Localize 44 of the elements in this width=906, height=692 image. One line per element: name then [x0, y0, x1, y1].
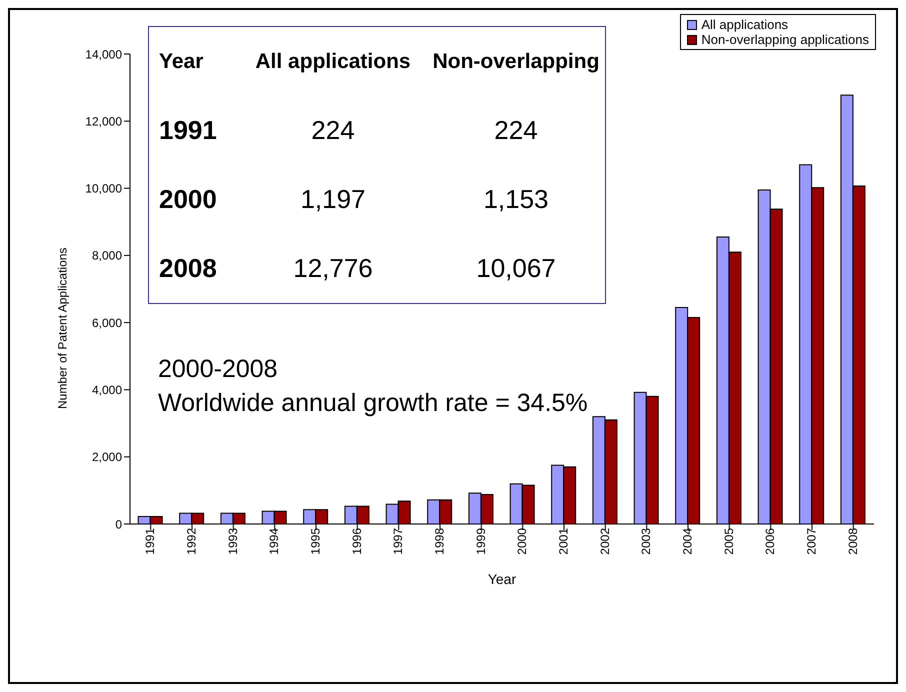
y-tick-label: 4,000 [92, 382, 122, 397]
x-tick-label: 1991 [143, 528, 158, 555]
x-tick-label: 2003 [639, 528, 654, 555]
y-tick-label: 12,000 [85, 114, 122, 128]
annotation: 10,067 [475, 253, 557, 284]
annotation: 224 [493, 115, 539, 146]
annotation: Year [158, 50, 204, 74]
x-tick-label: 2001 [556, 528, 571, 555]
y-tick-label: 10,000 [85, 182, 122, 196]
x-axis-title: Year [488, 571, 516, 587]
x-tick-label: 2004 [680, 528, 695, 555]
x-tick-label: 1996 [350, 528, 364, 555]
y-tick-label: 8,000 [92, 248, 122, 263]
y-axis-title: Number of Patent Applications [55, 248, 70, 409]
x-tick-label: 2005 [722, 528, 736, 555]
annotation: 12,776 [292, 253, 374, 284]
x-tick-label: 1993 [226, 528, 240, 555]
x-tick-label: 1994 [267, 528, 282, 555]
y-tick-label: 0 [115, 517, 122, 532]
y-tick-label: 2,000 [92, 450, 122, 464]
x-tick-label: 2000 [515, 528, 530, 555]
x-tick-label: 2008 [846, 528, 860, 555]
x-tick-label: 1998 [432, 528, 447, 555]
x-tick-label: 2002 [598, 528, 612, 555]
y-tick-label: 6,000 [92, 316, 122, 330]
y-tick-label: 14,000 [85, 47, 122, 62]
x-tick-label: 1997 [391, 528, 406, 555]
legend-label: All applications [701, 17, 788, 32]
x-tick-label: 1999 [474, 528, 488, 555]
annotation: 1991 [158, 115, 218, 146]
annotation: Worldwide annual growth rate = 34.5% [158, 388, 588, 419]
annotation: 1,153 [482, 184, 550, 215]
annotation: 2000 [158, 184, 218, 215]
x-tick-label: 1995 [308, 528, 323, 555]
annotation: 2008 [158, 253, 218, 284]
annotation: 1,197 [299, 184, 367, 215]
x-tick-label: 2007 [804, 528, 819, 555]
legend-label: Non-overlapping applications [701, 32, 869, 47]
x-tick-label: 2006 [763, 528, 778, 555]
annotation: Non-overlapping [432, 50, 600, 74]
annotation: 224 [310, 115, 356, 146]
annotation: 2000-2008 [158, 354, 279, 385]
annotation: All applications [254, 50, 412, 74]
x-tick-label: 1992 [184, 528, 199, 555]
